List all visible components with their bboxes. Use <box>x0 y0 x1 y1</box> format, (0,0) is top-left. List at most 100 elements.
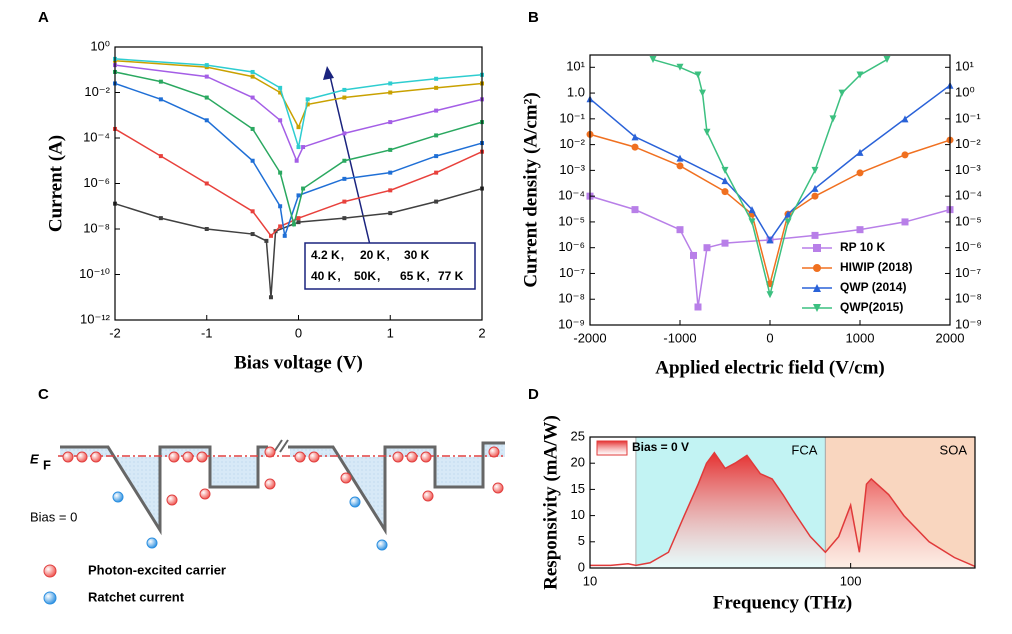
marker <box>901 115 909 123</box>
marker <box>278 118 283 123</box>
marker <box>388 188 393 193</box>
marker <box>204 118 209 123</box>
marker <box>676 63 684 71</box>
legend-separator: , <box>426 269 429 283</box>
marker <box>434 133 439 138</box>
y-tick-label: 10⁰ <box>90 38 110 53</box>
marker <box>766 291 774 299</box>
legend-label: 30 K <box>404 248 430 262</box>
marker <box>856 169 864 177</box>
legend-label: 20 K <box>360 248 386 262</box>
ratchet-carriers <box>112 491 388 551</box>
band-fill <box>290 443 505 530</box>
y-tick-label: 10⁻² <box>559 136 585 151</box>
marker <box>342 216 347 221</box>
y-tick-label: 15 <box>571 481 585 496</box>
marker <box>204 95 209 100</box>
y-tick-label: 20 <box>571 455 585 470</box>
marker <box>250 69 255 74</box>
marker <box>158 154 163 159</box>
series-line <box>590 451 976 568</box>
legend-label: Photon-excited carrier <box>88 562 226 577</box>
marker <box>721 239 729 247</box>
marker <box>342 199 347 204</box>
marker <box>278 224 283 229</box>
marker <box>296 220 301 225</box>
y2-tick-label: 10¹ <box>955 59 974 74</box>
marker <box>676 154 684 162</box>
marker <box>342 95 347 100</box>
x-tick-label: 1 <box>387 325 394 340</box>
marker <box>703 244 711 252</box>
marker <box>434 76 439 81</box>
marker <box>296 125 301 130</box>
marker <box>434 108 439 113</box>
marker <box>901 218 909 226</box>
legend-label: QWP(2015) <box>840 300 903 314</box>
y-tick-label: 10⁻⁶ <box>558 239 585 254</box>
x-tick-label: 100 <box>840 573 862 588</box>
x-tick-label: -1 <box>201 325 213 340</box>
series-line <box>114 187 483 298</box>
marker <box>301 145 306 150</box>
marker <box>388 211 393 216</box>
marker <box>388 120 393 125</box>
y-tick-label: 0 <box>578 559 585 574</box>
marker <box>784 210 792 218</box>
marker <box>305 97 310 102</box>
series-line <box>114 58 483 148</box>
y-tick-label: 10⁻⁵ <box>558 213 585 228</box>
marker <box>699 89 706 97</box>
y-tick-label: 10⁻⁹ <box>558 316 585 331</box>
y2-tick-label: 10⁻⁷ <box>955 265 981 280</box>
y-tick-label: 10⁻¹² <box>80 311 111 326</box>
axis-break <box>273 439 283 453</box>
band-edge <box>60 445 268 536</box>
marker <box>291 222 296 227</box>
panel-letter: A <box>38 9 49 26</box>
marker <box>811 192 819 200</box>
marker <box>811 166 819 174</box>
marker <box>204 181 209 186</box>
marker <box>766 236 774 244</box>
plot-frame <box>589 436 976 569</box>
legend-label: Bias = 0 V <box>632 440 689 454</box>
legend-label: 50K <box>354 269 376 283</box>
legend-swatch <box>596 440 628 456</box>
marker <box>158 79 163 84</box>
x-tick-label: 2000 <box>936 330 965 345</box>
marker <box>301 186 306 191</box>
marker <box>268 233 273 238</box>
marker <box>434 170 439 175</box>
marker <box>204 227 209 231</box>
marker <box>282 233 287 238</box>
marker <box>278 85 283 90</box>
marker <box>250 209 255 214</box>
marker <box>158 97 163 102</box>
marker <box>748 206 756 214</box>
x-tick-label: 10 <box>583 573 597 588</box>
legend-separator: , <box>341 248 344 262</box>
legend-marker <box>43 564 57 578</box>
panel-letter: C <box>38 386 49 403</box>
marker <box>342 176 347 181</box>
x-tick-label: -1000 <box>663 330 696 345</box>
marker <box>676 162 684 170</box>
marker <box>296 145 301 150</box>
y-tick-label: 10⁻⁴ <box>558 188 585 203</box>
legend-box <box>304 242 476 290</box>
marker <box>158 216 163 221</box>
y2-tick-label: 10⁻⁵ <box>955 213 982 228</box>
marker <box>268 295 273 300</box>
marker <box>296 193 301 198</box>
legend-separator: , <box>377 269 380 283</box>
marker <box>278 90 283 95</box>
marker <box>434 85 439 90</box>
x-tick-label: 2 <box>478 325 485 340</box>
marker <box>296 216 301 221</box>
marker <box>856 71 864 79</box>
marker <box>250 232 255 237</box>
y-tick-label: 25 <box>571 428 585 443</box>
marker <box>748 218 756 226</box>
legend-separator: , <box>337 269 340 283</box>
